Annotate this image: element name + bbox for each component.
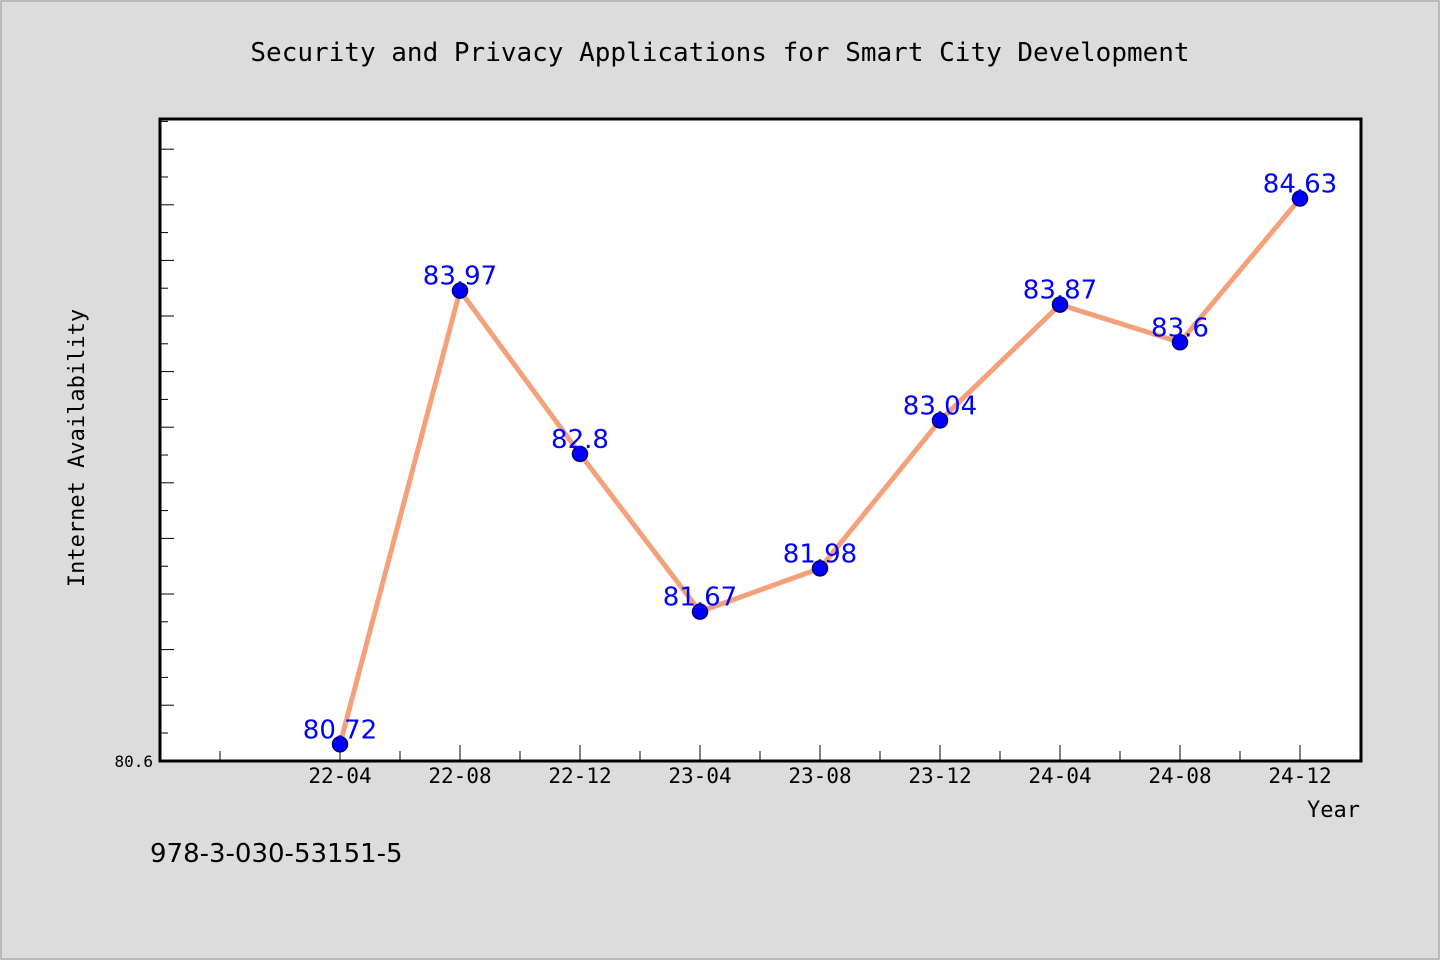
- x-tick-label: 23-12: [908, 764, 971, 788]
- data-labels: 80.72 83.97 82.8 81.67 81.98 83.04 83.87 83.6 84…: [303, 170, 1337, 746]
- data-label: 82.8: [551, 425, 609, 455]
- plot-area: [158, 117, 1363, 763]
- data-point-marker: [1171, 334, 1189, 351]
- data-point-marker: [1051, 296, 1069, 313]
- data-label: 81.67: [663, 583, 737, 613]
- data-label: 83.97: [423, 262, 497, 292]
- x-tick-label: 23-04: [668, 764, 731, 788]
- data-point-marker: [931, 412, 949, 429]
- x-tick-label: 24-04: [1028, 764, 1091, 788]
- data-point-marker: [451, 282, 469, 299]
- data-label: 83.6: [1151, 313, 1209, 343]
- series-markers: [331, 190, 1309, 753]
- x-tick-label: 22-08: [428, 764, 491, 788]
- x-tick-label: 22-12: [548, 764, 611, 788]
- data-point-marker: [571, 445, 589, 463]
- data-label: 84.63: [1263, 170, 1337, 200]
- data-point-marker: [331, 736, 349, 753]
- data-label: 80.72: [303, 715, 377, 745]
- y-axis-title: Internet Availability: [65, 309, 90, 587]
- x-tick-label: 24-08: [1148, 764, 1211, 788]
- x-axis-tick-labels: 22-04 22-08 22-12 23-04 23-08 23-12 24-04 24-08…: [308, 764, 1331, 788]
- data-label: 81.98: [783, 539, 857, 569]
- data-label: 83.04: [903, 391, 977, 421]
- x-tick-label: 22-04: [308, 764, 371, 788]
- data-point-marker: [811, 560, 829, 577]
- x-axis-ticks: [219, 745, 1361, 761]
- x-axis-title: Year: [1307, 798, 1360, 823]
- y-axis-ticks: [160, 120, 174, 734]
- y-min-tick-label: 80.6: [114, 752, 153, 771]
- data-point-marker: [1291, 190, 1309, 207]
- x-tick-label: 23-08: [788, 764, 851, 788]
- isbn-text: 978-3-030-53151-5: [150, 839, 403, 869]
- x-tick-label: 24-12: [1268, 764, 1331, 788]
- chart-title: Security and Privacy Applications for Sm…: [250, 38, 1189, 68]
- data-point-marker: [691, 603, 709, 620]
- data-label: 83.87: [1023, 276, 1097, 306]
